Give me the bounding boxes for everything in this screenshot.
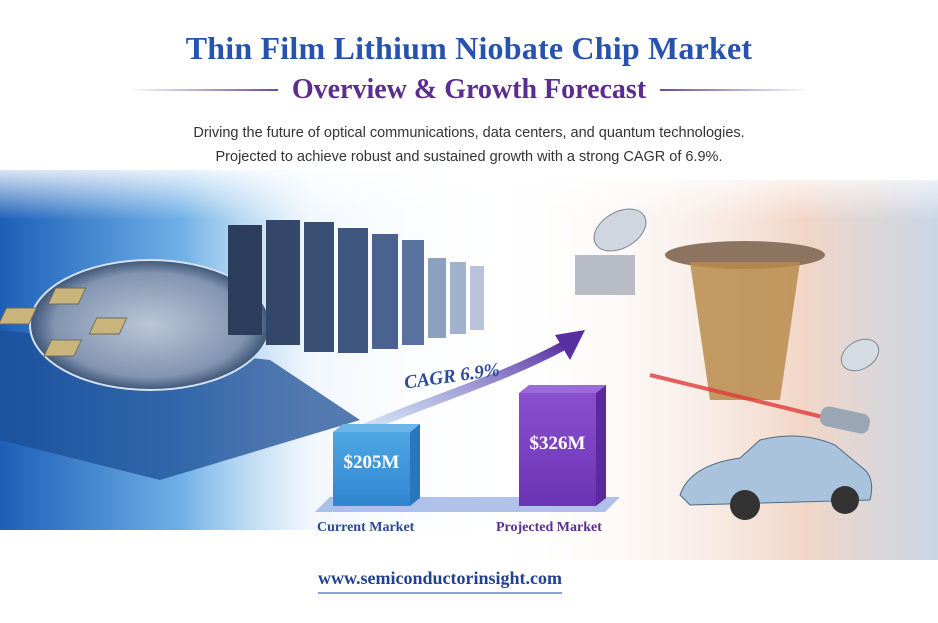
satellite-dish-icon xyxy=(840,338,880,372)
divider-right xyxy=(660,89,811,91)
projected-market-value: $326M xyxy=(529,433,586,454)
chips xyxy=(0,287,128,357)
page-title: Thin Film Lithium Niobate Chip Market xyxy=(185,30,753,66)
satellite-dish-icon xyxy=(575,208,647,295)
current-market-label: Current Market xyxy=(317,520,415,535)
subtitle-row: Overview & Growth Forecast xyxy=(0,74,938,106)
growth-arrow xyxy=(358,341,568,435)
server-racks xyxy=(228,220,484,353)
car-illustration xyxy=(679,435,873,520)
divider-left xyxy=(127,89,278,91)
projected-market-label: Projected Market xyxy=(496,520,602,535)
website-link[interactable]: www.semiconductorinsight.com xyxy=(318,568,562,594)
tagline-line-2: Projected to achieve robust and sustaine… xyxy=(215,149,723,165)
growth-arrow-head xyxy=(555,330,585,360)
laser-beam xyxy=(649,373,836,422)
current-market-bar: $205M xyxy=(333,432,410,506)
projected-market-bar: $326M xyxy=(519,393,596,506)
laser-device xyxy=(819,406,871,434)
quantum-computer xyxy=(665,241,825,400)
current-market-value: $205M xyxy=(343,452,400,473)
page-subtitle: Overview & Growth Forecast xyxy=(291,74,647,105)
tagline-line-1: Driving the future of optical communicat… xyxy=(193,125,745,141)
